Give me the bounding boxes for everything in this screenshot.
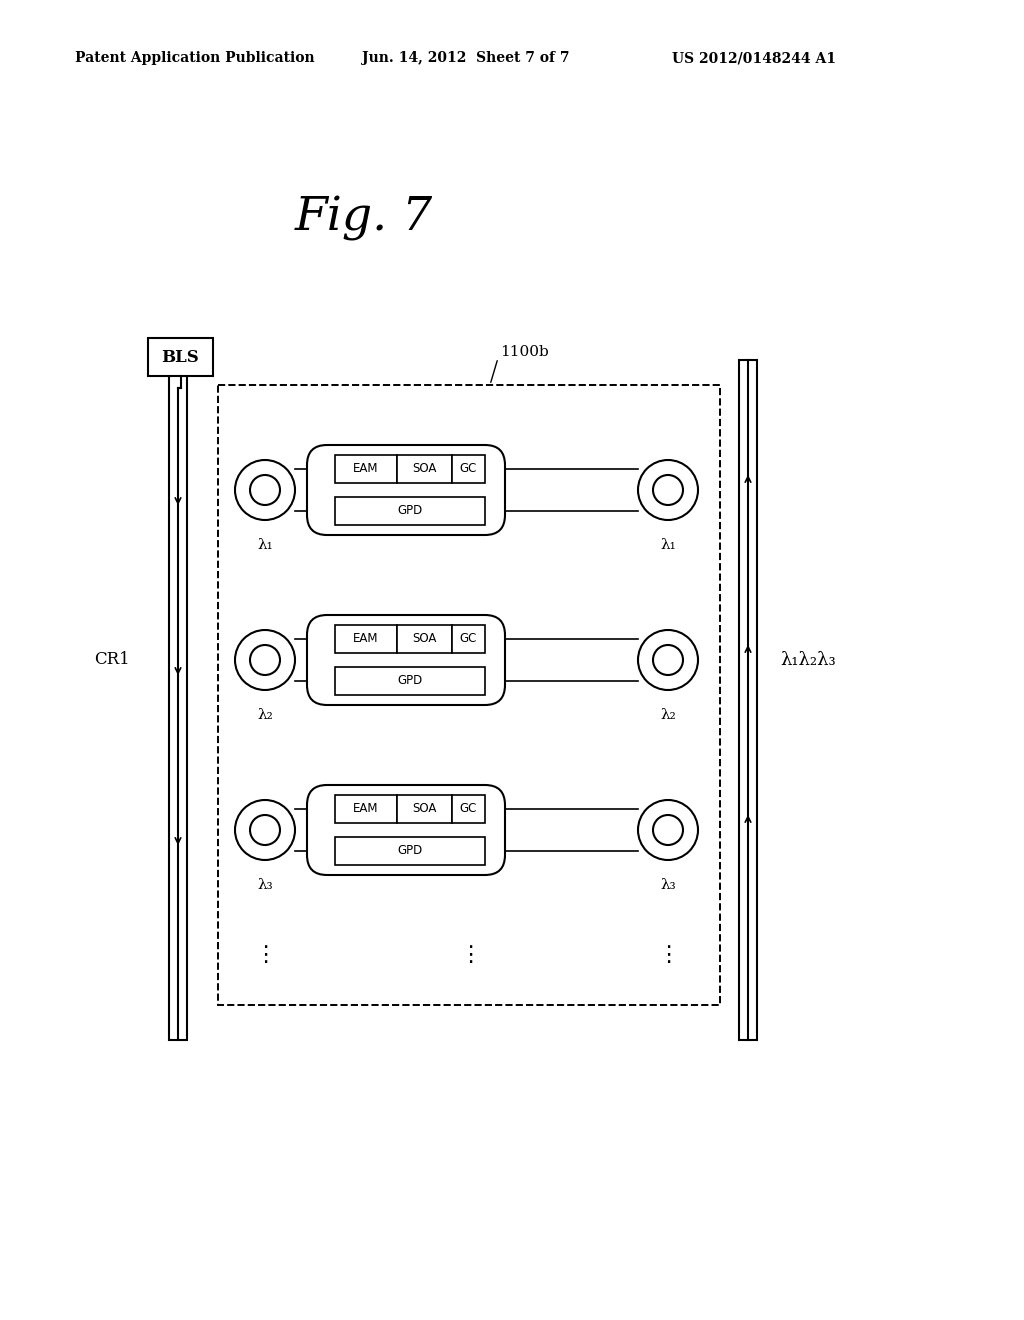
Text: λ₂: λ₂ — [660, 708, 676, 722]
FancyBboxPatch shape — [335, 498, 485, 525]
Text: EAM: EAM — [353, 632, 379, 645]
Circle shape — [250, 475, 280, 506]
Text: Patent Application Publication: Patent Application Publication — [75, 51, 314, 65]
Text: US 2012/0148244 A1: US 2012/0148244 A1 — [672, 51, 836, 65]
Circle shape — [638, 800, 698, 861]
Text: λ₂: λ₂ — [257, 708, 272, 722]
Text: λ₁: λ₁ — [660, 539, 676, 552]
Text: GPD: GPD — [397, 504, 423, 517]
Circle shape — [638, 459, 698, 520]
FancyBboxPatch shape — [397, 624, 452, 653]
Text: ⋮: ⋮ — [459, 945, 481, 965]
Circle shape — [653, 645, 683, 675]
FancyBboxPatch shape — [397, 795, 452, 822]
Text: ⋮: ⋮ — [656, 945, 679, 965]
Circle shape — [234, 630, 295, 690]
Text: GC: GC — [460, 803, 477, 816]
Text: GPD: GPD — [397, 845, 423, 858]
Circle shape — [653, 814, 683, 845]
FancyBboxPatch shape — [452, 624, 485, 653]
FancyBboxPatch shape — [397, 455, 452, 483]
FancyBboxPatch shape — [148, 338, 213, 376]
FancyBboxPatch shape — [335, 795, 397, 822]
Text: EAM: EAM — [353, 462, 379, 475]
FancyBboxPatch shape — [335, 624, 397, 653]
Text: Jun. 14, 2012  Sheet 7 of 7: Jun. 14, 2012 Sheet 7 of 7 — [362, 51, 569, 65]
Text: EAM: EAM — [353, 803, 379, 816]
FancyBboxPatch shape — [335, 455, 397, 483]
Circle shape — [234, 459, 295, 520]
Circle shape — [653, 475, 683, 506]
Text: λ₁: λ₁ — [257, 539, 272, 552]
Text: SOA: SOA — [413, 462, 436, 475]
FancyBboxPatch shape — [739, 360, 757, 1040]
Text: ⋮: ⋮ — [254, 945, 276, 965]
Circle shape — [250, 814, 280, 845]
Text: GPD: GPD — [397, 675, 423, 688]
Text: λ₃: λ₃ — [660, 878, 676, 892]
Text: 1100b: 1100b — [500, 345, 549, 359]
Circle shape — [250, 645, 280, 675]
FancyBboxPatch shape — [452, 455, 485, 483]
FancyBboxPatch shape — [335, 667, 485, 696]
FancyBboxPatch shape — [169, 360, 187, 1040]
Circle shape — [234, 800, 295, 861]
Text: GC: GC — [460, 632, 477, 645]
Text: SOA: SOA — [413, 803, 436, 816]
Text: GC: GC — [460, 462, 477, 475]
Text: CR1: CR1 — [94, 652, 130, 668]
FancyBboxPatch shape — [335, 837, 485, 865]
Text: BLS: BLS — [162, 348, 200, 366]
Circle shape — [638, 630, 698, 690]
Text: Fig. 7: Fig. 7 — [295, 195, 433, 240]
FancyBboxPatch shape — [452, 795, 485, 822]
Text: λ₁λ₂λ₃: λ₁λ₂λ₃ — [780, 651, 836, 669]
Text: SOA: SOA — [413, 632, 436, 645]
Text: λ₃: λ₃ — [257, 878, 272, 892]
